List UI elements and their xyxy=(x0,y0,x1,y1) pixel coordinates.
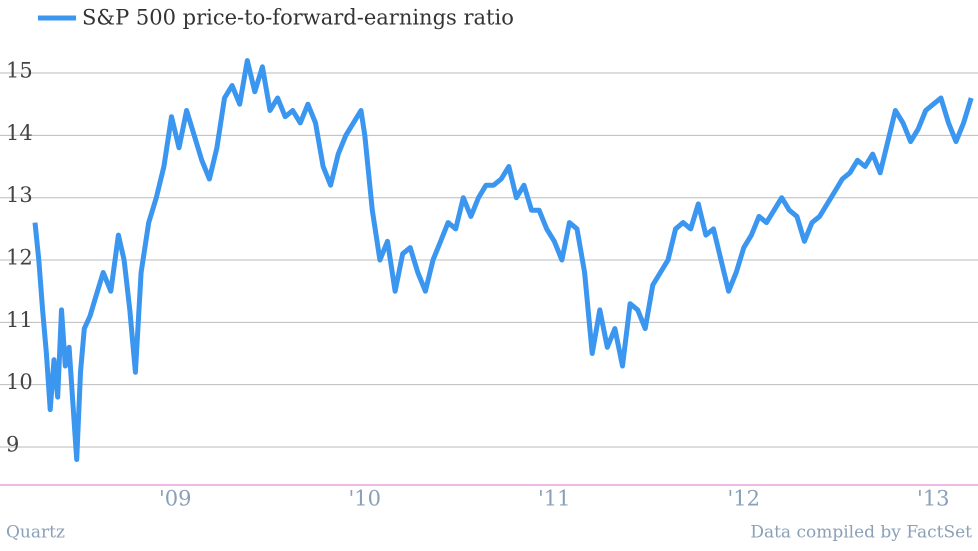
y-tick-label: 9 xyxy=(6,433,19,457)
y-tick-label: 12 xyxy=(6,246,33,270)
x-tick-label: '12 xyxy=(728,487,761,511)
y-tick-label: 13 xyxy=(6,183,33,207)
x-tick-label: '10 xyxy=(349,487,382,511)
credit: Quartz xyxy=(6,523,65,543)
y-tick-label: 15 xyxy=(6,59,33,83)
y-tick-label: 10 xyxy=(6,370,33,394)
y-tick-label: 11 xyxy=(6,308,33,332)
source: Data compiled by FactSet xyxy=(750,523,972,543)
x-tick-label: '11 xyxy=(538,487,571,511)
y-tick-label: 14 xyxy=(6,121,33,145)
x-tick-label: '09 xyxy=(159,487,192,511)
x-tick-label: '13 xyxy=(917,487,950,511)
legend-label: S&P 500 price-to-forward-earnings ratio xyxy=(82,6,514,30)
data-line xyxy=(32,58,974,462)
